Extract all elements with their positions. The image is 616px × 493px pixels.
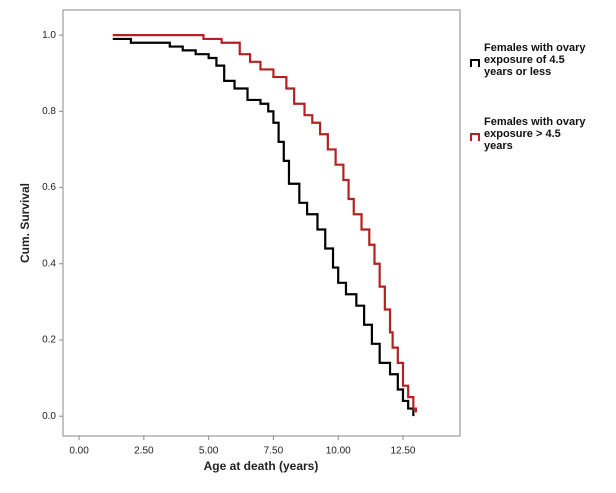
legend-item: Females with ovary exposure > 4.5 years	[470, 116, 610, 152]
x-tick-label: 0.00	[69, 446, 89, 457]
y-tick-label: 0.0	[42, 411, 56, 422]
y-tick-label: 0.4	[42, 258, 56, 269]
legend-label: Females with ovary exposure of 4.5 years…	[484, 42, 586, 78]
y-tick-label: 1.0	[42, 30, 56, 41]
y-tick-label: 0.8	[42, 106, 56, 117]
y-axis-title: Cum. Survival	[18, 183, 32, 263]
legend-swatch	[470, 59, 480, 67]
survival-line	[112, 37, 415, 417]
plot-area	[62, 9, 461, 437]
x-tick-label: 7.50	[264, 446, 284, 457]
x-tick-label: 2.50	[134, 446, 154, 457]
legend-swatch	[470, 133, 480, 141]
legend-label: Females with ovary exposure > 4.5 years	[484, 116, 586, 152]
x-tick-label: 5.00	[199, 446, 219, 457]
x-tick-label: 12.50	[390, 446, 415, 457]
x-tick-label: 10.00	[326, 446, 351, 457]
x-axis-title: Age at death (years)	[204, 459, 319, 473]
survival-line	[112, 34, 418, 413]
legend-item: Females with ovary exposure of 4.5 years…	[470, 42, 610, 78]
y-tick-label: 0.6	[42, 182, 56, 193]
y-tick-label: 0.2	[42, 335, 56, 346]
